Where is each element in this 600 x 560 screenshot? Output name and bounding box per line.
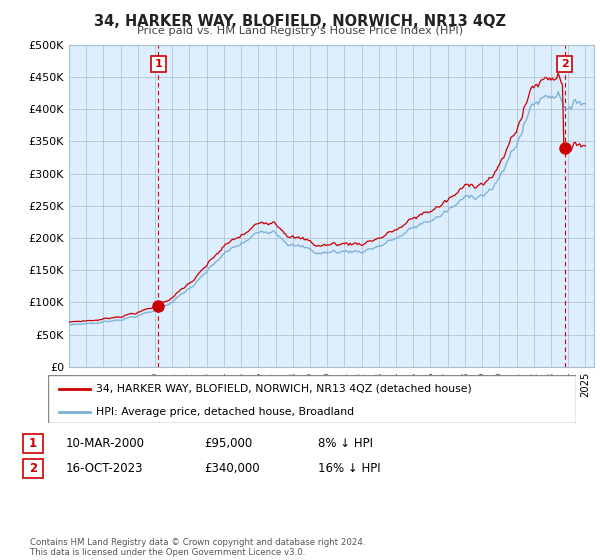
Text: 16-OCT-2023: 16-OCT-2023 (66, 462, 143, 475)
Text: £340,000: £340,000 (204, 462, 260, 475)
Text: 10-MAR-2000: 10-MAR-2000 (66, 437, 145, 450)
Text: £95,000: £95,000 (204, 437, 252, 450)
Text: 8% ↓ HPI: 8% ↓ HPI (318, 437, 373, 450)
Text: 1: 1 (29, 437, 37, 450)
Text: Contains HM Land Registry data © Crown copyright and database right 2024.
This d: Contains HM Land Registry data © Crown c… (30, 538, 365, 557)
Text: Price paid vs. HM Land Registry's House Price Index (HPI): Price paid vs. HM Land Registry's House … (137, 26, 463, 36)
Text: 34, HARKER WAY, BLOFIELD, NORWICH, NR13 4QZ: 34, HARKER WAY, BLOFIELD, NORWICH, NR13 … (94, 14, 506, 29)
Text: 2: 2 (29, 462, 37, 475)
Text: 2: 2 (560, 59, 568, 69)
Text: 34, HARKER WAY, BLOFIELD, NORWICH, NR13 4QZ (detached house): 34, HARKER WAY, BLOFIELD, NORWICH, NR13 … (95, 384, 471, 394)
Text: HPI: Average price, detached house, Broadland: HPI: Average price, detached house, Broa… (95, 407, 353, 417)
FancyBboxPatch shape (48, 375, 576, 423)
Text: 1: 1 (154, 59, 162, 69)
Text: 16% ↓ HPI: 16% ↓ HPI (318, 462, 380, 475)
